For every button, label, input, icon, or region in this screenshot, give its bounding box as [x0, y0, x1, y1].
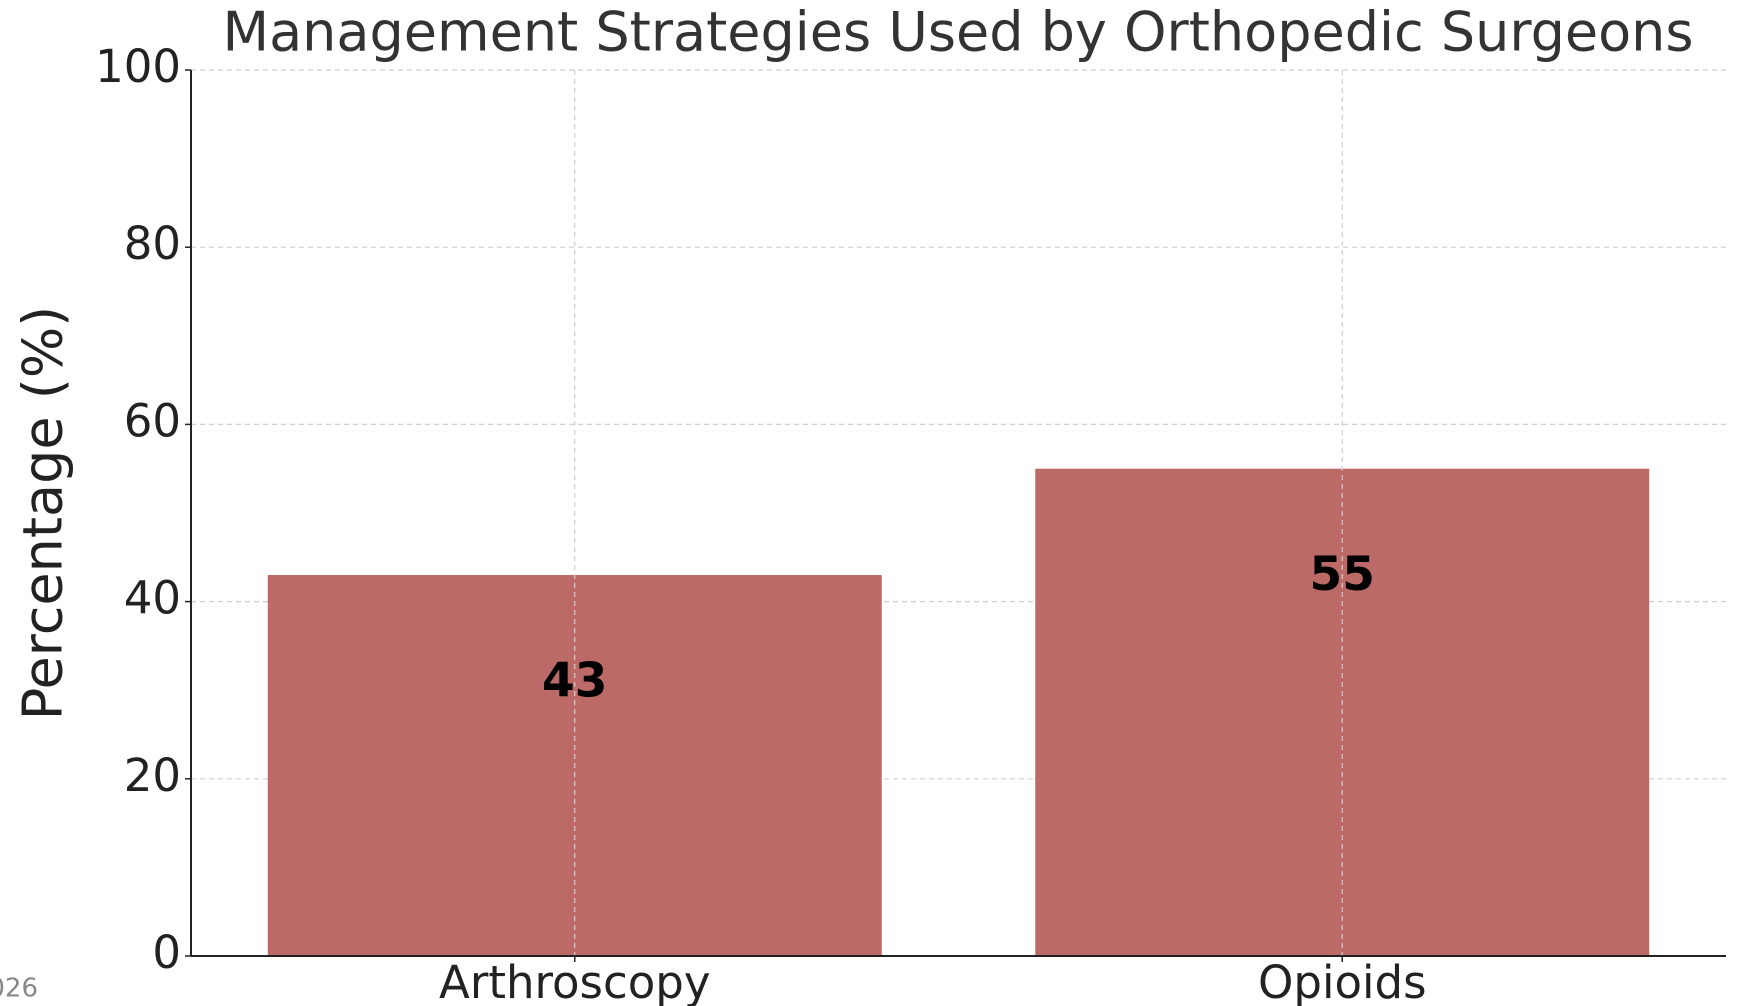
watermark: 026 [0, 974, 38, 1004]
value-label: 43 [542, 654, 607, 709]
y-tick-label: 60 [124, 394, 181, 447]
y-tick-label: 80 [124, 217, 181, 270]
y-axis-label: Percentage (%) [12, 306, 75, 720]
x-tick-label: Opioids [1258, 956, 1427, 1006]
y-tick-label: 40 [124, 572, 181, 625]
x-tick-label: Arthroscopy [439, 956, 710, 1006]
y-tick-label: 100 [95, 40, 181, 93]
y-tick-label: 0 [152, 926, 181, 979]
y-tick-label: 20 [124, 749, 181, 802]
value-label: 55 [1310, 547, 1375, 602]
chart-title: Management Strategies Used by Orthopedic… [223, 1, 1694, 64]
